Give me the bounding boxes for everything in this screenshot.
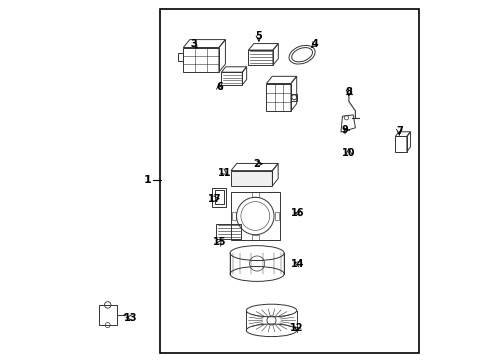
Text: 11: 11 [218,168,231,178]
Text: 5: 5 [255,31,262,41]
Text: 16: 16 [290,208,304,218]
Text: 2: 2 [253,159,260,169]
Text: 7: 7 [395,126,402,136]
Circle shape [123,314,126,316]
Text: 1: 1 [144,175,152,185]
Text: 4: 4 [311,39,317,49]
Text: 14: 14 [290,258,304,269]
Text: 3: 3 [190,39,197,49]
Text: 12: 12 [289,323,303,333]
Bar [160,9,418,353]
Text: 8: 8 [345,87,352,97]
Text: 6: 6 [216,82,222,92]
Text: 17: 17 [208,194,221,204]
Text: 13: 13 [124,312,138,323]
Text: 10: 10 [342,148,355,158]
Text: 9: 9 [341,125,348,135]
Text: 15: 15 [213,237,226,247]
Polygon shape [230,171,272,186]
